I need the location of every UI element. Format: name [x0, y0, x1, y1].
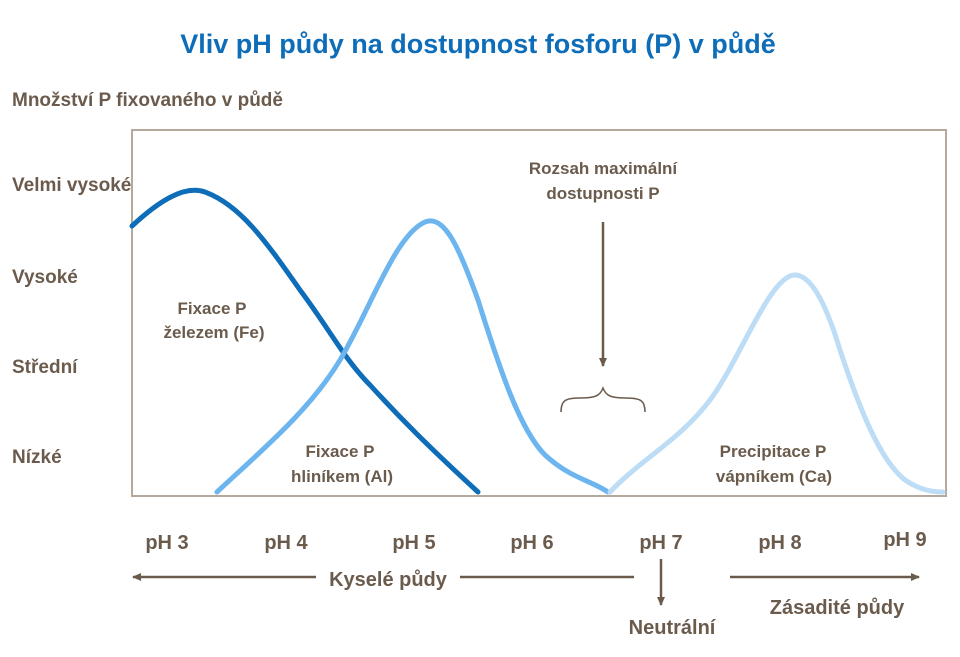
y-level-medium: Střední	[12, 357, 78, 378]
label-aluminum-line2: hliníkem (Al)	[291, 467, 393, 486]
plot-frame	[131, 129, 947, 497]
ph-label-7: pH 7	[639, 532, 682, 554]
ph-label-9: pH 9	[883, 529, 926, 551]
diagram-title: Vliv pH půdy na dostupnost fosforu (P) v…	[180, 29, 776, 59]
label-calcium-line2: vápníkem (Ca)	[716, 467, 832, 486]
ph-label-6: pH 6	[510, 532, 553, 554]
alkaline-soils-label: Zásadité půdy	[770, 597, 905, 619]
y-level-high: Vysoké	[12, 267, 78, 288]
max-availability-brace	[560, 385, 646, 413]
acid-soils-label: Kyselé půdy	[329, 569, 448, 591]
ph-label-3: pH 3	[145, 532, 188, 554]
label-iron-line1: Fixace P	[178, 299, 247, 318]
max-availability-line1: Rozsah maximální	[529, 159, 679, 178]
curve-aluminum-fixation	[214, 218, 611, 495]
label-aluminum-line1: Fixace P	[306, 442, 375, 461]
ph-label-8: pH 8	[758, 532, 801, 554]
y-level-very-high: Velmi vysoké	[12, 175, 131, 196]
y-level-low: Nízké	[12, 447, 62, 468]
neutral-label: Neutrální	[629, 617, 717, 639]
label-iron-line2: železem (Fe)	[163, 323, 264, 342]
label-calcium-line1: Precipitace P	[720, 442, 827, 461]
curve-calcium-precipitation	[607, 272, 946, 495]
max-availability-line2: dostupnosti P	[546, 184, 659, 203]
y-axis-title: Množství P fixovaného v půdě	[12, 90, 283, 111]
curve-iron-fixation	[129, 187, 481, 495]
ph-label-5: pH 5	[392, 532, 435, 554]
ph-label-4: pH 4	[264, 532, 308, 554]
